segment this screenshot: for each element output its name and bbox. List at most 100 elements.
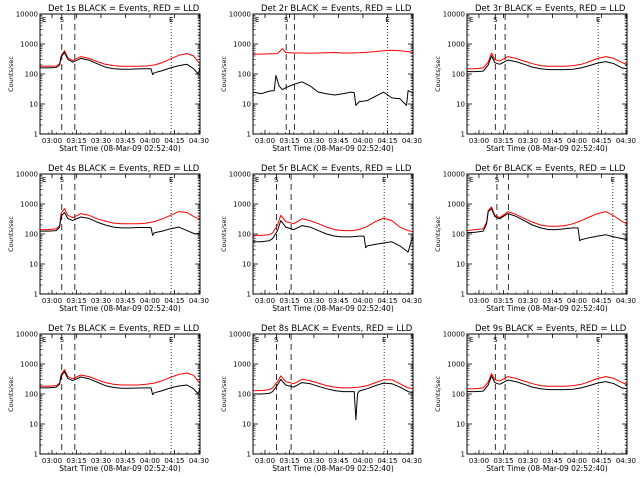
y-tick-label: 1000 [447, 361, 465, 369]
series-line-events [40, 371, 201, 396]
x-tick-label: 04:30 [616, 137, 636, 145]
y-tick-label: 100 [452, 71, 465, 79]
y-tick-label: 100 [238, 391, 251, 399]
x-axis-label: Start Time (08-Mar-09 02:52:40) [486, 464, 608, 473]
x-tick-label: 03:30 [518, 457, 538, 465]
x-tick-label: 03:45 [542, 297, 562, 305]
corner-marker-label: E [42, 336, 46, 344]
x-tick-label: 03:00 [469, 297, 489, 305]
marker-label: S [495, 176, 500, 184]
y-tick-label: 10000 [16, 171, 38, 179]
plot-frame [39, 333, 201, 455]
x-tick-label: 03:15 [279, 297, 299, 305]
x-axis-label: Start Time (08-Mar-09 02:52:40) [486, 144, 608, 153]
y-tick-label: 10 [29, 101, 38, 109]
marker-label: E [385, 16, 389, 24]
panel-title: Det 5r BLACK = Events, RED = LLD [261, 164, 412, 174]
x-tick-label: 04:30 [402, 137, 422, 145]
y-tick-label: 100 [238, 71, 251, 79]
x-tick-label: 03:45 [115, 457, 135, 465]
plot-frame [252, 173, 414, 295]
panel-8: Det 8s BLACK = Events, RED = LLD 1 10 100 10… [220, 324, 422, 473]
y-tick-label: 100 [452, 391, 465, 399]
corner-marker-label: E [255, 16, 259, 24]
series-line-lld [467, 52, 628, 70]
x-tick-label: 04:15 [377, 457, 397, 465]
x-tick-label: 04:30 [189, 137, 209, 145]
corner-marker-label: E [255, 336, 259, 344]
panel-title: Det 2r BLACK = Events, RED = LLD [261, 4, 412, 14]
x-tick-label: 03:30 [304, 457, 324, 465]
panel-title: Det 6r BLACK = Events, RED = LLD [475, 164, 626, 174]
panel-3: Det 3r BLACK = Events, RED = LLD 1 10 100 10… [434, 4, 636, 153]
x-tick-label: 04:15 [164, 137, 184, 145]
plot-frame [252, 333, 414, 455]
x-tick-label: 03:15 [493, 137, 513, 145]
y-tick-label: 1 [247, 131, 251, 139]
y-tick-label: 10 [456, 261, 465, 269]
x-tick-label: 04:30 [189, 297, 209, 305]
y-axis-label: Counts/sec [434, 376, 442, 412]
panel-7: Det 7s BLACK = Events, RED = LLD 1 10 100 10… [7, 324, 209, 473]
x-tick-label: 03:30 [518, 137, 538, 145]
y-tick-label: 1000 [20, 361, 38, 369]
x-axis-label: Start Time (08-Mar-09 02:52:40) [272, 464, 394, 473]
x-tick-label: 04:30 [616, 297, 636, 305]
corner-marker-label: E [469, 176, 473, 184]
corner-marker-label: E [469, 336, 473, 344]
x-tick-label: 03:00 [469, 457, 489, 465]
x-tick-label: 04:15 [164, 457, 184, 465]
series-line-events [253, 220, 414, 253]
y-tick-label: 10 [242, 261, 251, 269]
marker-label: S [493, 336, 498, 344]
x-tick-label: 03:00 [255, 137, 275, 145]
x-tick-label: 03:30 [304, 137, 324, 145]
corner-marker-label: E [255, 176, 259, 184]
marker-label: S [60, 16, 65, 24]
plot-frame [466, 173, 628, 295]
series-line-events [253, 378, 414, 421]
x-tick-label: 03:00 [42, 137, 62, 145]
marker-label: S [284, 16, 289, 24]
plot-frame [39, 173, 201, 295]
x-tick-label: 03:45 [115, 137, 135, 145]
x-tick-label: 03:15 [279, 137, 299, 145]
x-tick-label: 03:45 [542, 457, 562, 465]
marker-label: S [274, 176, 279, 184]
panel-title: Det 1s BLACK = Events, RED = LLD [48, 4, 200, 14]
x-tick-label: 03:15 [66, 137, 86, 145]
panel-2: Det 2r BLACK = Events, RED = LLD 1 10 100 10… [220, 4, 422, 153]
y-tick-label: 10000 [229, 331, 251, 339]
x-tick-label: 03:00 [255, 457, 275, 465]
series-line-lld [253, 214, 414, 236]
corner-marker-label: E [42, 16, 46, 24]
corner-marker-label: E [469, 16, 473, 24]
y-tick-label: 1 [34, 451, 38, 459]
panel-1: Det 1s BLACK = Events, RED = LLD 1 10 100 10… [7, 4, 209, 153]
y-tick-label: 100 [25, 231, 38, 239]
y-tick-label: 10000 [229, 11, 251, 19]
series-line-lld [467, 373, 628, 390]
series-line-lld [40, 369, 201, 387]
plot-frame [466, 13, 628, 135]
x-tick-label: 03:45 [115, 297, 135, 305]
series-line-lld [466, 206, 628, 232]
marker-label: E [611, 176, 615, 184]
y-tick-label: 10 [456, 421, 465, 429]
x-axis-label: Start Time (08-Mar-09 02:52:40) [59, 464, 181, 473]
series-line-events [252, 74, 414, 106]
y-axis-label: Counts/sec [220, 56, 228, 92]
x-tick-label: 03:00 [469, 137, 489, 145]
panel-title: Det 9s BLACK = Events, RED = LLD [475, 324, 627, 334]
x-tick-label: 03:00 [42, 457, 62, 465]
x-tick-label: 03:30 [91, 457, 111, 465]
x-tick-label: 03:15 [493, 297, 513, 305]
marker-label: E [169, 16, 173, 24]
x-tick-label: 04:15 [377, 137, 397, 145]
series-line-events [40, 52, 201, 76]
y-tick-label: 10000 [443, 331, 465, 339]
y-tick-label: 1 [247, 291, 251, 299]
y-tick-label: 100 [238, 231, 251, 239]
x-tick-label: 04:00 [140, 297, 160, 305]
